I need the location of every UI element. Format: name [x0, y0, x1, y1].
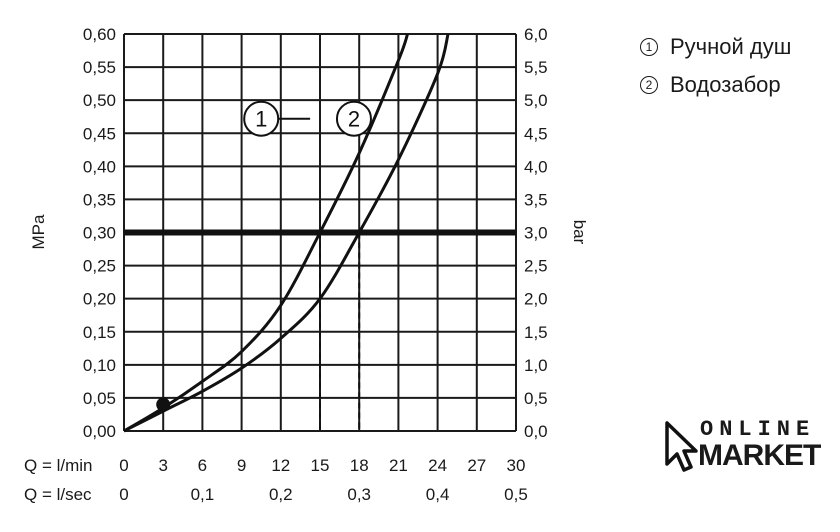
x-lmin-tick-label: 24	[428, 456, 447, 475]
y-right-tick-label: 1,5	[524, 323, 548, 342]
y-left-tick-label: 0,55	[83, 58, 116, 77]
legend-label: Ручной душ	[670, 34, 792, 59]
y-left-tick-label: 0,20	[83, 290, 116, 309]
series-marker-circle	[335, 100, 372, 137]
y-right-tick-label: 5,0	[524, 91, 548, 110]
series-line-2	[123, 33, 450, 433]
x-lmin-tick-label: 6	[198, 456, 207, 475]
y-right-tick-label: 6,0	[524, 25, 548, 44]
y-left-tick-label: 0,10	[83, 356, 116, 375]
y-right-tick-label: 4,0	[524, 157, 548, 176]
y-left-tick-label: 0,15	[83, 323, 116, 342]
x-lsec-tick-label: 0	[119, 485, 128, 504]
y-right-tick-label: 0,0	[524, 422, 548, 441]
y-right-tick-label: 1,0	[524, 356, 548, 375]
logo-text-bottom: MARKET	[698, 439, 821, 472]
legend-marker: 1	[640, 38, 658, 56]
y-left-tick-label: 0,40	[83, 157, 116, 176]
x-lsec-tick-label: 0,4	[426, 485, 450, 504]
y-left-tick-label: 0,45	[83, 124, 116, 143]
x-lsec-tick-label: 0,1	[191, 485, 215, 504]
y-left-tick-label: 0,50	[83, 91, 116, 110]
legend-item: 2 Водозабор	[640, 66, 791, 104]
series-marker-label: 2	[348, 107, 360, 132]
x-lmin-tick-label: 27	[467, 456, 486, 475]
y-right-tick-label: 2,0	[524, 290, 548, 309]
y-left-axis-title: MPa	[29, 214, 48, 250]
y-left-tick-label: 0,30	[83, 224, 116, 243]
y-right-axis-title: bar	[570, 220, 589, 245]
cursor-icon	[665, 421, 698, 472]
series-line-1	[123, 33, 409, 433]
x-lmin-tick-label: 30	[507, 456, 526, 475]
onlinemarket-logo: ONLINE MARKET	[664, 418, 830, 476]
y-right-tick-label: 0,5	[524, 389, 548, 408]
legend-label: Водозабор	[670, 72, 781, 97]
x-lsec-tick-label: 0,3	[347, 485, 371, 504]
x-lsec-tick-label: 0,5	[504, 485, 528, 504]
x-lsec-tick-label: 0,2	[269, 485, 293, 504]
y-right-tick-label: 4,5	[524, 124, 548, 143]
legend-item: 1 Ручной душ	[640, 28, 791, 66]
x-lmin-tick-label: 15	[311, 456, 330, 475]
y-left-tick-label: 0,60	[83, 25, 116, 44]
y-right-tick-label: 2,5	[524, 257, 548, 276]
x-lmin-tick-label: 12	[271, 456, 290, 475]
x-lmin-tick-label: 21	[389, 456, 408, 475]
y-right-tick-label: 3,0	[524, 224, 548, 243]
x-lmin-axis-title: Q = l/min	[24, 456, 93, 475]
y-left-tick-label: 0,25	[83, 257, 116, 276]
y-left-tick-label: 0,00	[83, 422, 116, 441]
x-lmin-tick-label: 9	[237, 456, 246, 475]
y-left-tick-label: 0,35	[83, 190, 116, 209]
series-marker-circle	[243, 100, 280, 137]
y-right-tick-label: 5,5	[524, 58, 548, 77]
x-lmin-tick-label: 0	[119, 456, 128, 475]
logo-text-top: ONLINE	[700, 417, 816, 442]
chart-ticks: 0,000,050,100,150,200,250,300,350,400,45…	[83, 25, 548, 504]
data-point-dot	[156, 397, 171, 412]
x-lmin-tick-label: 3	[158, 456, 167, 475]
y-right-tick-label: 3,5	[524, 190, 548, 209]
x-lmin-tick-label: 18	[350, 456, 369, 475]
y-left-tick-label: 0,05	[83, 389, 116, 408]
legend: 1 Ручной душ 2 Водозабор	[640, 28, 791, 104]
series-marker-label: 1	[255, 107, 267, 132]
x-lsec-axis-title: Q = l/sec	[24, 485, 92, 504]
legend-marker: 2	[640, 76, 658, 94]
